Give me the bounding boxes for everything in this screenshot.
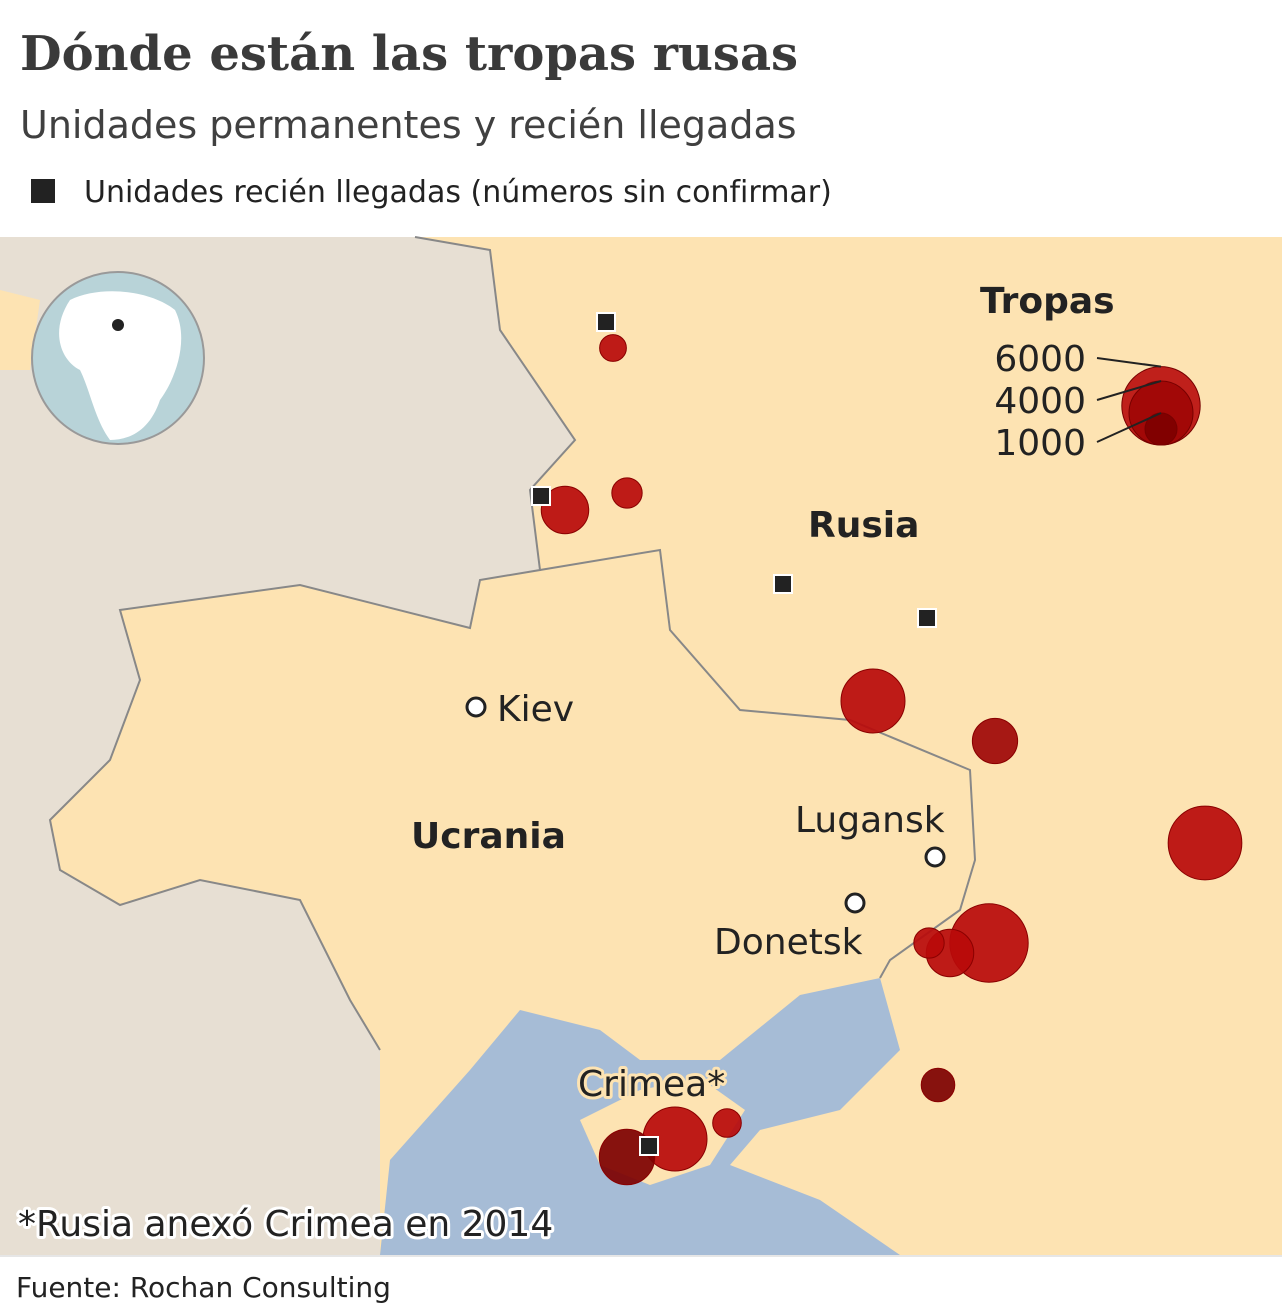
city-label: Donetsk — [714, 922, 863, 963]
city-label: Lugansk — [795, 800, 945, 841]
new-unit-square — [531, 486, 551, 506]
title: Dónde están las tropas rusas — [20, 26, 798, 82]
city-dot — [465, 696, 487, 718]
new-unit-square — [917, 608, 937, 628]
troop-circle — [920, 1067, 956, 1103]
size-legend-label: 4000 — [994, 381, 1086, 422]
globe-dot — [112, 319, 124, 331]
troop-circle — [540, 485, 590, 535]
size-legend-label: 1000 — [994, 423, 1086, 464]
troop-circle — [599, 334, 627, 362]
land-west — [0, 290, 40, 370]
size-legend-leader — [1096, 357, 1162, 368]
troop-circle — [611, 477, 643, 509]
region-label: Crimea* — [578, 1064, 725, 1105]
legend-square — [31, 179, 55, 203]
troop-circle — [913, 927, 945, 959]
city-label: Kiev — [497, 689, 574, 730]
city-dot — [924, 846, 946, 868]
new-unit-square — [773, 574, 793, 594]
new-unit-square — [596, 312, 616, 332]
land-ukraine-russia — [50, 237, 1282, 1255]
footnote: *Rusia anexó Crimea en 2014 — [18, 1204, 553, 1245]
size-legend-label: 6000 — [994, 339, 1086, 380]
troop-markers — [540, 334, 1243, 1186]
troop-circle — [840, 668, 906, 734]
size-legend-leader — [1096, 412, 1162, 443]
troop-circle — [971, 717, 1019, 765]
city-dot — [844, 892, 866, 914]
cities — [465, 696, 946, 914]
legend-text: Unidades recién llegadas (números sin co… — [84, 175, 832, 210]
size-legend-leader — [1096, 380, 1162, 401]
country-label: Rusia — [808, 505, 919, 546]
new-unit-square — [639, 1136, 659, 1156]
map-base — [0, 236, 1282, 1255]
size-legend-title: Tropas — [980, 281, 1115, 322]
globe-land — [59, 291, 182, 440]
troop-circle — [1167, 805, 1243, 881]
country-label: Ucrania — [411, 816, 566, 857]
troop-circle — [712, 1108, 742, 1138]
new-units — [531, 312, 937, 1156]
source: Fuente: Rochan Consulting — [16, 1271, 391, 1304]
subtitle: Unidades permanentes y recién llegadas — [20, 103, 797, 147]
border — [48, 236, 577, 1051]
